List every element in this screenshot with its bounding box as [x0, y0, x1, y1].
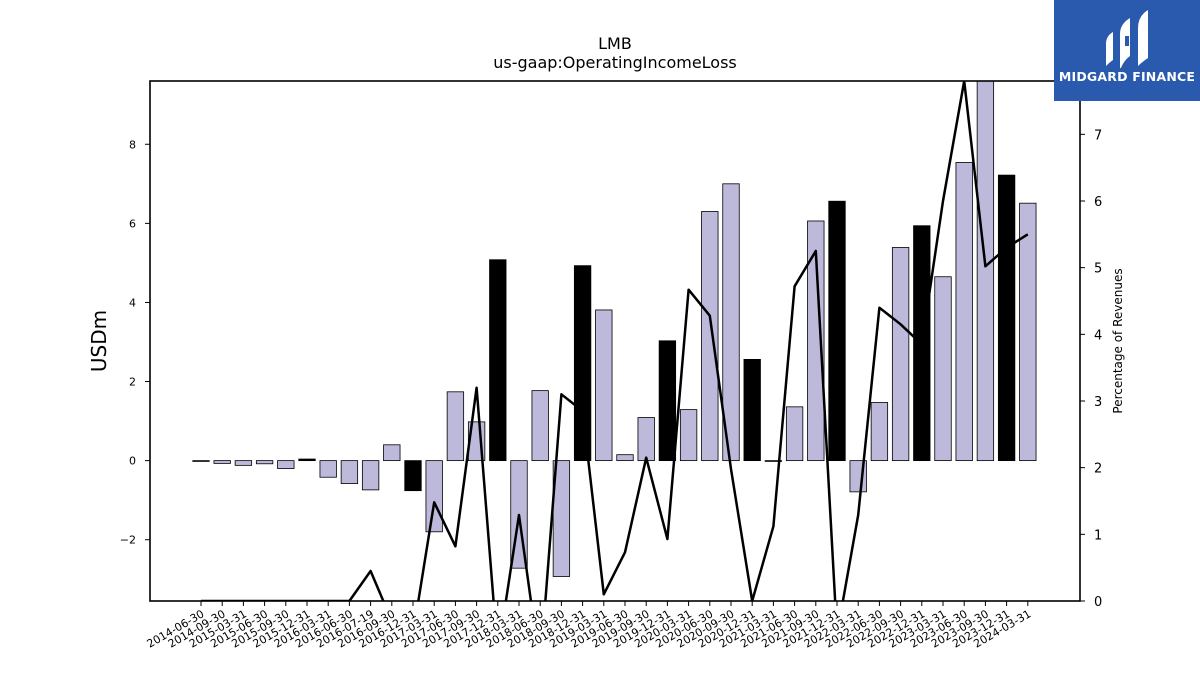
bar [955, 162, 973, 462]
line-group [201, 81, 1029, 601]
bar [595, 309, 613, 462]
y-tick-label: 6 [129, 217, 136, 230]
bar [679, 409, 698, 462]
y2-axis-ticks: 0 1 2 3 4 5 6 7 [1080, 128, 1102, 610]
bar [552, 460, 571, 577]
bar [637, 417, 655, 462]
bar [658, 340, 677, 462]
bar [446, 391, 465, 462]
bar [573, 265, 592, 462]
bar [701, 211, 719, 462]
y2-tick-label: 5 [1094, 262, 1102, 277]
brand-logo: MIDGARD FINANCE [1054, 0, 1200, 101]
bar [807, 220, 825, 462]
bar [764, 460, 783, 462]
y-tick-label: 4 [129, 296, 136, 309]
bar [616, 454, 634, 462]
y-tick-label: 8 [129, 138, 136, 151]
bar [234, 460, 253, 466]
bar [361, 460, 380, 491]
bar [213, 460, 231, 464]
bar-group [192, 80, 1037, 577]
bar [785, 406, 804, 462]
logo-mark-icon [1106, 10, 1148, 68]
y-axis-label: USDm [87, 310, 111, 372]
bar [319, 460, 337, 478]
y2-tick-label: 3 [1094, 395, 1102, 410]
y-axis-ticks: −2 0 2 4 6 8 [120, 138, 150, 547]
bar [383, 444, 401, 462]
bar [891, 247, 910, 462]
y2-tick-label: 0 [1094, 595, 1102, 610]
bar [997, 174, 1016, 462]
bar [870, 402, 889, 462]
x-axis-ticks: 2014-06-302014-09-302015-03-312015-06-30… [145, 601, 1033, 651]
y2-tick-label: 1 [1094, 528, 1102, 543]
bar [277, 460, 295, 469]
bar [425, 460, 443, 533]
chart-subtitle: us-gaap:OperatingIncomeLoss [493, 53, 737, 72]
bar [404, 460, 422, 492]
bar [976, 80, 995, 462]
y-tick-label: 0 [129, 455, 136, 468]
bar [934, 276, 952, 462]
bar [828, 200, 846, 462]
logo-text: MIDGARD FINANCE [1058, 69, 1196, 84]
bar [192, 460, 210, 462]
y-tick-label: −2 [120, 534, 136, 547]
bar [255, 460, 274, 465]
bar [298, 458, 316, 462]
y2-tick-label: 6 [1094, 195, 1102, 210]
bar [531, 390, 549, 462]
y2-tick-label: 7 [1094, 128, 1102, 143]
y2-tick-label: 2 [1094, 462, 1102, 477]
y2-axis-label: Percentage of Revenues [1111, 268, 1125, 413]
y2-tick-label: 4 [1094, 328, 1102, 343]
plot-frame [149, 80, 1081, 602]
bar [489, 259, 507, 462]
y-tick-label: 2 [129, 376, 136, 389]
plot-border [149, 80, 1081, 602]
bar [1019, 202, 1037, 462]
chart-title: LMB [598, 34, 632, 53]
bar [743, 358, 761, 462]
series-line [201, 81, 1029, 601]
bar [340, 460, 359, 484]
